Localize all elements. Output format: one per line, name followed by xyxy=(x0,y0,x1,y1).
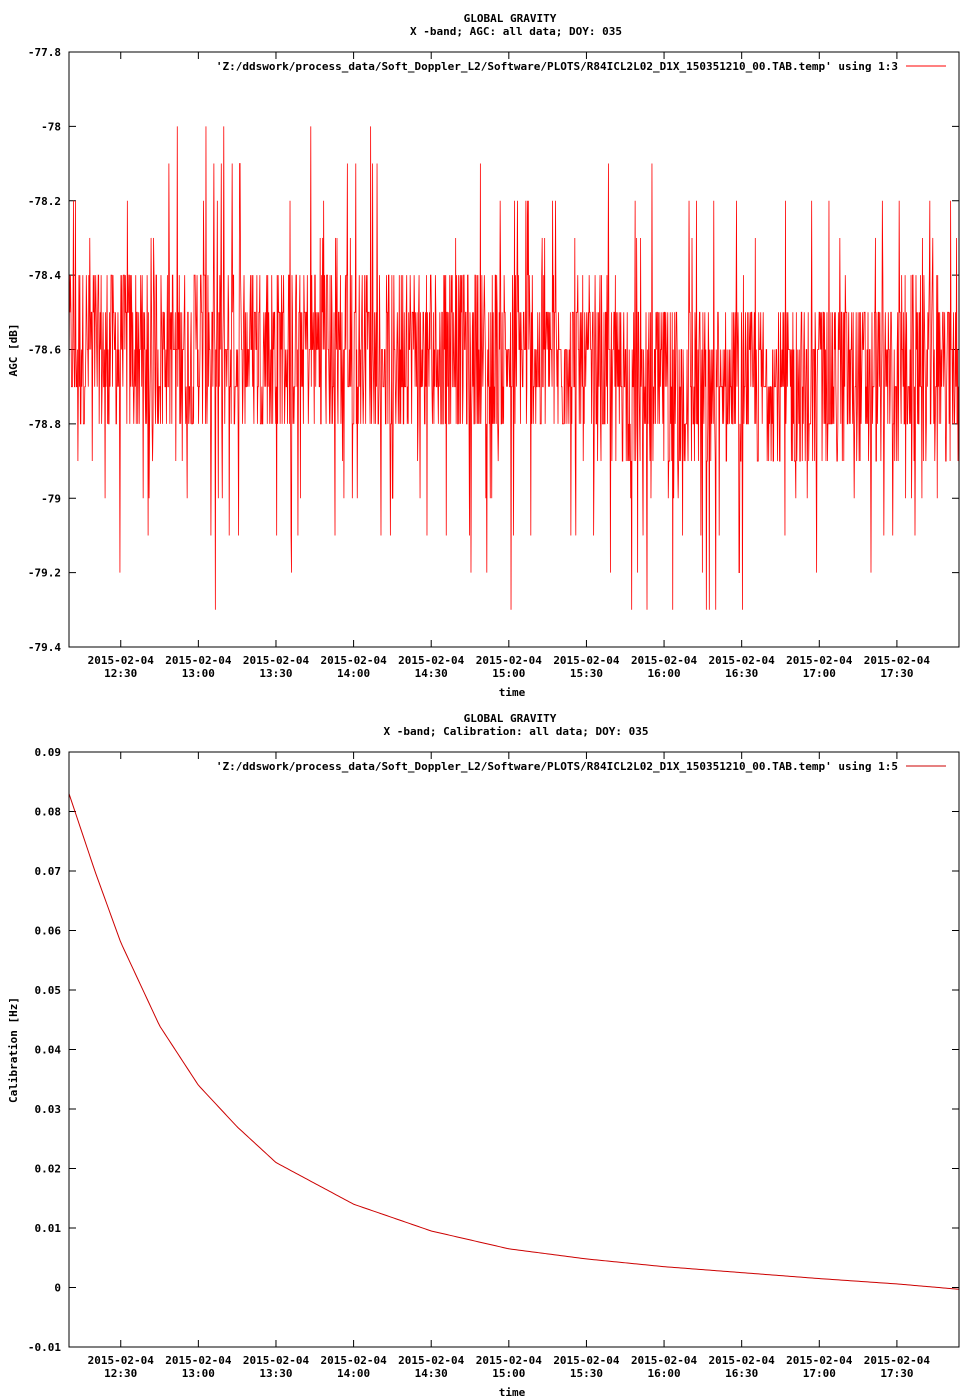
chart-title: GLOBAL GRAVITY xyxy=(464,12,557,25)
y-tick-label: 0.04 xyxy=(35,1044,62,1057)
x-tick-labels: 2015-02-0412:302015-02-0413:002015-02-04… xyxy=(88,752,931,1380)
x-tick-date: 2015-02-04 xyxy=(786,1354,853,1367)
x-tick-date: 2015-02-04 xyxy=(553,654,620,667)
y-tick-label: 0.07 xyxy=(35,865,62,878)
y-axis-label: Calibration [Hz] xyxy=(7,997,20,1103)
x-tick-date: 2015-02-04 xyxy=(243,1354,310,1367)
plot-marks xyxy=(68,793,960,1290)
x-tick-date: 2015-02-04 xyxy=(398,1354,465,1367)
x-tick-time: 17:00 xyxy=(803,1367,836,1380)
x-tick-date: 2015-02-04 xyxy=(88,654,155,667)
x-tick-date: 2015-02-04 xyxy=(709,654,776,667)
x-tick-date: 2015-02-04 xyxy=(88,1354,155,1367)
plot-frame xyxy=(68,751,960,1348)
x-tick-date: 2015-02-04 xyxy=(398,654,465,667)
y-tick-label: 0.01 xyxy=(35,1222,62,1235)
x-tick-date: 2015-02-04 xyxy=(864,1354,931,1367)
x-axis-label: time xyxy=(499,1386,526,1399)
x-tick-date: 2015-02-04 xyxy=(165,654,232,667)
x-tick-time: 16:00 xyxy=(647,667,680,680)
y-tick-label: 0.02 xyxy=(35,1163,62,1176)
x-tick-time: 12:30 xyxy=(104,667,137,680)
x-tick-date: 2015-02-04 xyxy=(786,654,853,667)
x-tick-time: 14:00 xyxy=(337,1367,370,1380)
y-tick-label: -78.6 xyxy=(28,344,61,357)
y-tick-label: -78.2 xyxy=(28,195,61,208)
x-tick-time: 15:00 xyxy=(492,1367,525,1380)
x-tick-time: 13:30 xyxy=(259,1367,292,1380)
x-tick-time: 14:30 xyxy=(415,667,448,680)
x-tick-time: 15:00 xyxy=(492,667,525,680)
y-tick-label: -78.8 xyxy=(28,418,61,431)
y-tick-label: -79 xyxy=(41,492,61,505)
x-tick-date: 2015-02-04 xyxy=(476,1354,543,1367)
y-axis-label: AGC [dB] xyxy=(7,324,20,377)
x-tick-time: 15:30 xyxy=(570,1367,603,1380)
legend-entry: 'Z:/ddswork/process_data/Soft_Doppler_L2… xyxy=(216,760,898,773)
x-tick-time: 14:00 xyxy=(337,667,370,680)
x-tick-date: 2015-02-04 xyxy=(631,1354,698,1367)
y-tick-label: -78 xyxy=(41,120,61,133)
x-tick-time: 14:30 xyxy=(415,1367,448,1380)
y-tick-label: -77.8 xyxy=(28,46,61,59)
x-tick-time: 17:00 xyxy=(803,667,836,680)
agc-chart: GLOBAL GRAVITY X -band; AGC: all data; D… xyxy=(7,12,960,699)
x-tick-date: 2015-02-04 xyxy=(553,1354,620,1367)
y-tick-label: 0.06 xyxy=(35,925,62,938)
y-tick-label: -78.4 xyxy=(28,269,61,282)
x-tick-date: 2015-02-04 xyxy=(709,1354,776,1367)
chart-subtitle: X -band; AGC: all data; DOY: 035 xyxy=(410,25,622,38)
x-tick-date: 2015-02-04 xyxy=(476,654,543,667)
x-tick-labels: 2015-02-0412:302015-02-0413:002015-02-04… xyxy=(88,52,931,680)
calibration-chart: GLOBAL GRAVITY X -band; Calibration: all… xyxy=(7,712,960,1399)
x-tick-date: 2015-02-04 xyxy=(320,654,387,667)
x-tick-time: 13:30 xyxy=(259,667,292,680)
plot-frame xyxy=(68,51,960,648)
x-tick-time: 16:30 xyxy=(725,1367,758,1380)
x-tick-date: 2015-02-04 xyxy=(165,1354,232,1367)
x-tick-time: 13:00 xyxy=(182,667,215,680)
y-tick-label: 0.03 xyxy=(35,1103,62,1116)
y-tick-label: -79.2 xyxy=(28,567,61,580)
y-tick-label: 0.09 xyxy=(35,746,62,759)
x-tick-time: 16:00 xyxy=(647,1367,680,1380)
y-tick-labels: -77.8 -78 -78.2 -78.4 -78.6 -78.8 -79 -79.2 -79.… xyxy=(28,46,959,654)
y-tick-label: 0.08 xyxy=(35,806,62,819)
series-line xyxy=(68,126,960,610)
x-tick-date: 2015-02-04 xyxy=(243,654,310,667)
x-tick-time: 17:30 xyxy=(880,667,913,680)
x-tick-date: 2015-02-04 xyxy=(864,654,931,667)
x-tick-date: 2015-02-04 xyxy=(320,1354,387,1367)
chart-title: GLOBAL GRAVITY xyxy=(464,712,557,725)
x-tick-time: 13:00 xyxy=(182,1367,215,1380)
y-tick-label: -79.4 xyxy=(28,641,61,654)
y-tick-label: 0.05 xyxy=(35,984,62,997)
x-tick-time: 12:30 xyxy=(104,1367,137,1380)
x-tick-time: 16:30 xyxy=(725,667,758,680)
chart-subtitle: X -band; Calibration: all data; DOY: 035 xyxy=(384,725,649,738)
x-tick-time: 17:30 xyxy=(880,1367,913,1380)
y-tick-label: 0 xyxy=(54,1282,61,1295)
plot-marks xyxy=(68,126,960,610)
x-tick-time: 15:30 xyxy=(570,667,603,680)
series-line xyxy=(68,793,960,1290)
x-axis-label: time xyxy=(499,686,526,699)
x-tick-date: 2015-02-04 xyxy=(631,654,698,667)
legend-entry: 'Z:/ddswork/process_data/Soft_Doppler_L2… xyxy=(216,60,898,73)
y-tick-label: -0.01 xyxy=(28,1341,61,1354)
